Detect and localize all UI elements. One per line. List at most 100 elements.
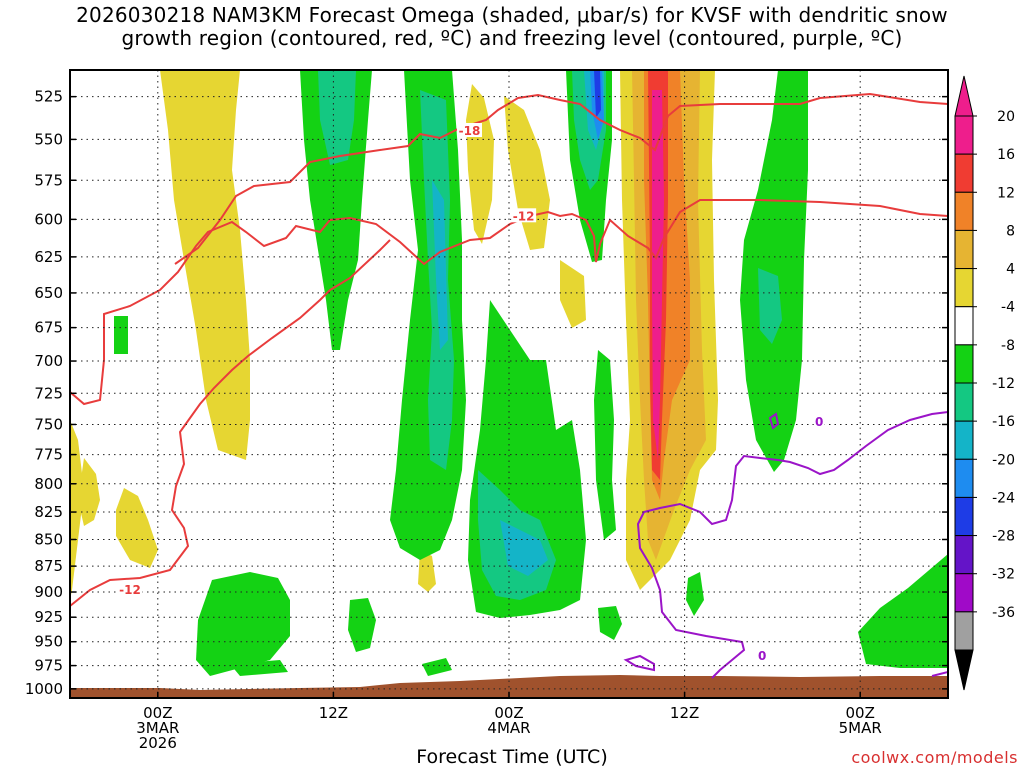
y-tick-label: 600 xyxy=(34,210,63,228)
y-tick-label: 925 xyxy=(34,608,63,626)
omega-region-4-8 xyxy=(116,488,158,568)
omega-region-4-8 xyxy=(560,260,586,328)
y-tick-label: 825 xyxy=(34,503,63,521)
x-tick-label: 00Z xyxy=(846,704,875,722)
freezing-level-contour-loop xyxy=(623,654,655,672)
colorbar-bin xyxy=(954,573,974,613)
omega-region-20-24 xyxy=(652,90,664,460)
omega-region-neg4-neg8 xyxy=(594,350,616,540)
contour-label-bg xyxy=(813,413,825,428)
contour-label-bg xyxy=(117,581,143,596)
contour-label-bg xyxy=(511,208,537,223)
omega-region-neg4-neg8 xyxy=(422,658,452,676)
colorbar-label: -16 xyxy=(992,414,1015,430)
temp-contour-mid xyxy=(70,199,948,406)
omega-region-neg8-neg12 xyxy=(318,70,356,165)
omega-region-4-8 xyxy=(70,420,84,600)
omega-region-neg8-neg12 xyxy=(758,268,782,344)
x-tick-label: 12Z xyxy=(319,704,348,722)
y-tick-label: 775 xyxy=(34,446,63,464)
colorbar-label: 8 xyxy=(1006,223,1015,239)
x-tick-label: 3MAR xyxy=(136,719,179,737)
omega-region-4-8 xyxy=(78,458,100,526)
colorbar-label: -4 xyxy=(1001,300,1015,316)
y-tick-label: 875 xyxy=(34,557,63,575)
freezing-level-contour-loop xyxy=(768,412,780,430)
omega-region-neg4-neg8 xyxy=(686,572,704,616)
temp-contour-lower xyxy=(70,239,391,607)
colorbar-bin xyxy=(954,458,974,498)
y-tick-label: 950 xyxy=(34,633,63,651)
y-tick-label: 1000 xyxy=(25,680,63,698)
colorbar-extend-low xyxy=(954,649,974,691)
x-tick-label: 00Z xyxy=(143,704,172,722)
colorbar-label: 12 xyxy=(997,185,1015,201)
y-tick-label: 575 xyxy=(34,171,63,189)
colorbar-label: 20 xyxy=(997,109,1015,125)
y-tick-label: 550 xyxy=(34,130,63,148)
colorbar-label: 4 xyxy=(1006,262,1015,278)
colorbar-label: -24 xyxy=(992,490,1015,506)
colorbar-bin xyxy=(954,611,974,651)
x-tick-label: 2026 xyxy=(139,734,177,752)
omega-region-4-8 xyxy=(160,70,250,460)
omega-region-neg4-neg8 xyxy=(300,70,372,350)
x-tick-label: 00Z xyxy=(494,704,523,722)
y-tick-label: 900 xyxy=(34,583,63,601)
y-tick-label: 700 xyxy=(34,352,63,370)
omega-region-neg12-neg16 xyxy=(500,520,548,576)
omega-shading xyxy=(70,70,948,698)
temp-contour-upper xyxy=(174,92,948,265)
colorbar-bin xyxy=(954,115,974,155)
colorbar-bin xyxy=(954,229,974,270)
omega-region-neg4-neg8 xyxy=(858,554,948,668)
freezing-level-contour-bottom xyxy=(931,671,948,677)
colorbar-extend-high xyxy=(954,75,974,117)
omega-region-neg12-neg16 xyxy=(432,180,448,350)
omega-region-neg4-neg8 xyxy=(196,572,290,676)
omega-region-4-8 xyxy=(504,96,550,250)
y-tick-label: 625 xyxy=(34,248,63,266)
contour-label: 0 xyxy=(815,415,823,429)
colorbar-bin xyxy=(954,153,974,193)
y-axis-ticks: 525 550 575 600 625 650 675 700 725 750 775 800 825 8… xyxy=(25,88,948,698)
x-axis-label: Forecast Time (UTC) xyxy=(416,746,608,768)
colorbar-label: -28 xyxy=(992,529,1015,545)
colorbar-label: 16 xyxy=(997,147,1015,163)
freezing-level-contour xyxy=(636,411,948,679)
y-tick-label: 725 xyxy=(34,384,63,402)
y-tick-label: 850 xyxy=(34,530,63,548)
y-tick-label: 525 xyxy=(34,88,63,106)
contour-label: 0 xyxy=(758,649,766,663)
site-credit[interactable]: coolwx.com/models xyxy=(851,748,1018,767)
y-tick-label: 650 xyxy=(34,284,63,302)
y-tick-label: 800 xyxy=(34,475,63,493)
colorbar-bin xyxy=(954,496,974,537)
y-tick-label: 975 xyxy=(34,657,63,675)
contour-labels: -18 -12 -12 0 0 xyxy=(117,123,825,663)
omega-region-4-8 xyxy=(418,550,436,592)
x-tick-label: 12Z xyxy=(670,704,699,722)
colorbar-bin xyxy=(954,191,974,231)
x-tick-label: 4MAR xyxy=(487,719,530,737)
contour-label: -18 xyxy=(459,124,481,138)
colorbar-label: -32 xyxy=(992,567,1015,583)
colorbar-bin xyxy=(954,344,974,384)
y-tick-label: 750 xyxy=(34,415,63,433)
colorbar-bin xyxy=(954,306,974,346)
plot-grid xyxy=(70,70,948,698)
contour-label-bg xyxy=(456,123,482,138)
omega-region-neg4-neg8 xyxy=(114,316,128,354)
x-tick-label: 5MAR xyxy=(839,719,882,737)
omega-region-neg4-neg8 xyxy=(348,598,376,652)
colorbar: 20 16 12 8 4 -4 -8 -12 -16 -20 -24 -28 -32 -36 xyxy=(954,75,1015,691)
y-tick-label: 675 xyxy=(34,319,63,337)
colorbar-bin xyxy=(954,382,974,422)
chart-title-line-2: growth region (contoured, red, ºC) and f… xyxy=(121,26,903,50)
colorbar-label: -20 xyxy=(992,452,1015,468)
colorbar-bin xyxy=(954,535,974,575)
omega-region-neg4-neg8 xyxy=(740,70,808,472)
colorbar-label: -36 xyxy=(992,605,1015,621)
